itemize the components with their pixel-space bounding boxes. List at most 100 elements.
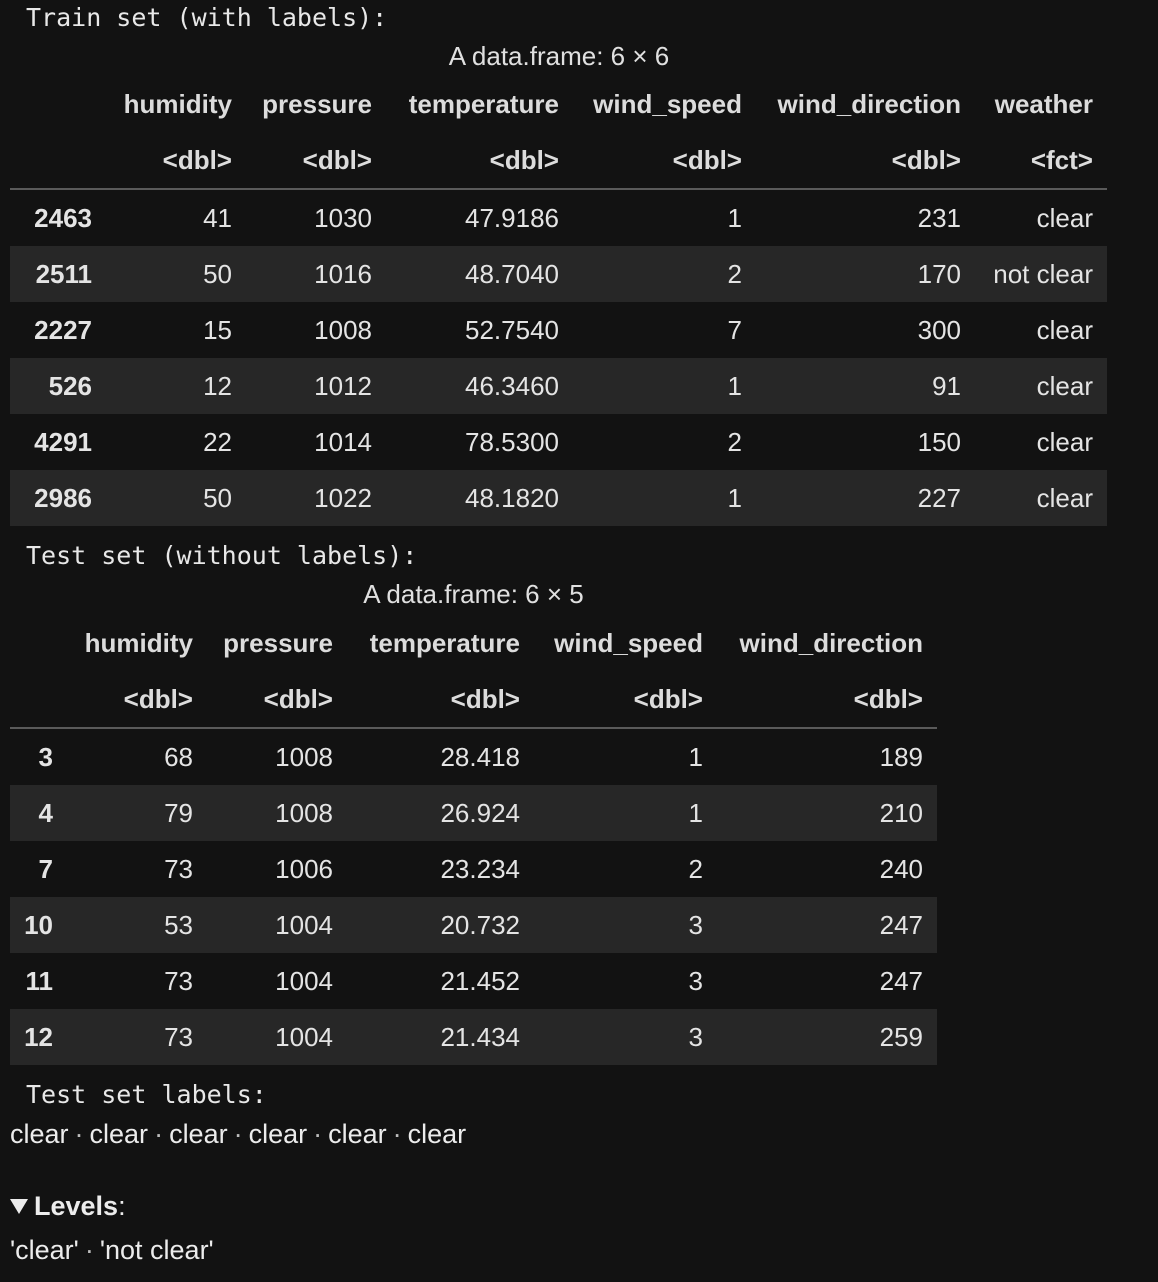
table-cell: 1: [688, 797, 703, 828]
column-type: <dbl>: [450, 683, 520, 714]
column-header: temperature: [369, 627, 520, 658]
table-cell: 73: [164, 965, 193, 996]
list-separator: ·: [154, 1119, 164, 1149]
table-cell: 1014: [314, 426, 372, 457]
table-cell: 15: [203, 314, 232, 345]
table-cell: 1008: [314, 314, 372, 345]
table-row: 2511 50 1016 48.7040 2 170 not clear: [10, 246, 1107, 302]
table-cell: 22: [203, 426, 232, 457]
table-cell: clear: [1036, 370, 1093, 401]
label-value: clear: [328, 1119, 387, 1149]
table-cell: 47.9186: [465, 202, 559, 233]
column-type: <dbl>: [489, 144, 559, 175]
label-value: clear: [169, 1119, 228, 1149]
column-header: wind_speed: [554, 627, 703, 658]
levels-colon: :: [118, 1191, 126, 1221]
list-separator: ·: [313, 1119, 323, 1149]
label-value: clear: [407, 1119, 467, 1149]
column-type: <dbl>: [633, 683, 703, 714]
table-cell: 2: [727, 426, 742, 457]
table-cell: 3: [688, 909, 703, 940]
table-cell: 52.7540: [465, 314, 559, 345]
table-cell: 26.924: [440, 797, 520, 828]
table-row: 7 73 1006 23.234 2 240: [10, 841, 937, 897]
table-cell: 240: [879, 853, 923, 884]
row-index: 526: [48, 370, 92, 401]
label-value: clear: [248, 1119, 308, 1149]
column-type: <dbl>: [891, 144, 961, 175]
table-row: 2986 50 1022 48.1820 1 227 clear: [10, 470, 1107, 526]
table-cell: 1006: [275, 853, 333, 884]
table-cell: 247: [879, 909, 923, 940]
row-index: 7: [38, 853, 53, 884]
table-cell: 21.452: [440, 965, 520, 996]
column-header: pressure: [223, 627, 333, 658]
levels-values: 'clear' ·'not clear': [10, 1234, 214, 1266]
table-cell: not clear: [993, 258, 1093, 289]
table-cell: 1022: [314, 482, 372, 513]
levels-toggle[interactable]: Levels:: [10, 1190, 126, 1222]
column-header: weather: [994, 88, 1093, 119]
table-cell: 189: [879, 741, 923, 772]
row-index: 2227: [34, 314, 92, 345]
table-cell: 1008: [275, 797, 333, 828]
row-index: 2986: [34, 482, 92, 513]
column-header: humidity: [84, 627, 193, 658]
table-cell: clear: [1036, 426, 1093, 457]
label-value: clear: [10, 1119, 69, 1149]
table-cell: 1004: [275, 909, 333, 940]
table-cell: 1: [727, 482, 742, 513]
table-cell: 2: [688, 853, 703, 884]
table-cell: 23.234: [440, 853, 520, 884]
column-header: humidity: [123, 88, 232, 119]
level-value: 'clear': [10, 1235, 79, 1265]
table-cell: clear: [1036, 202, 1093, 233]
table-cell: 20.732: [440, 909, 520, 940]
table-cell: 78.5300: [465, 426, 559, 457]
test-labels-label: Test set labels:: [26, 1080, 267, 1109]
levels-title: Levels: [34, 1191, 119, 1221]
column-type: <dbl>: [123, 683, 193, 714]
table-cell: 1: [727, 202, 742, 233]
column-type: <dbl>: [672, 144, 742, 175]
table-cell: 3: [688, 1021, 703, 1052]
table-cell: 12: [203, 370, 232, 401]
row-index: 3: [38, 741, 53, 772]
column-type: <dbl>: [302, 144, 372, 175]
table-row: 2463 41 1030 47.9186 1 231 clear: [10, 190, 1107, 246]
table-cell: 28.418: [440, 741, 520, 772]
table-row: 526 12 1012 46.3460 1 91 clear: [10, 358, 1107, 414]
table-cell: 1: [688, 741, 703, 772]
row-index: 12: [24, 1021, 53, 1052]
table-cell: 170: [917, 258, 961, 289]
table-cell: 210: [879, 797, 923, 828]
table-cell: 21.434: [440, 1021, 520, 1052]
table-cell: 247: [879, 965, 923, 996]
table-body: 2463 41 1030 47.9186 1 231 clear 2511 50 1016 48.7…: [10, 190, 1107, 526]
table-header-row: humidity pressure temperature wind_speed win…: [10, 76, 1107, 132]
table-cell: 1004: [275, 965, 333, 996]
table-cell: 91: [932, 370, 961, 401]
column-type: <dbl>: [853, 683, 923, 714]
table-cell: 50: [203, 258, 232, 289]
table-cell: 1030: [314, 202, 372, 233]
table-header-row: humidity pressure temperature wind_speed win…: [10, 615, 937, 671]
table-cell: 48.7040: [465, 258, 559, 289]
table-row: 11 73 1004 21.452 3 247: [10, 953, 937, 1009]
table-cell: 227: [917, 482, 961, 513]
column-header: temperature: [408, 88, 559, 119]
level-value: 'not clear': [99, 1235, 214, 1265]
test-dataframe-table: humidity pressure temperature wind_speed win…: [10, 615, 937, 1065]
table-cell: 7: [727, 314, 742, 345]
test-set-label: Test set (without labels):: [26, 541, 418, 570]
row-index: 2463: [34, 202, 92, 233]
label-value: clear: [89, 1119, 149, 1149]
train-dataframe-table: humidity pressure temperature wind_speed win…: [10, 76, 1107, 526]
row-index: 10: [24, 909, 53, 940]
table-cell: 2: [727, 258, 742, 289]
table-cell: 73: [164, 1021, 193, 1052]
row-index: 4291: [34, 426, 92, 457]
list-separator: ·: [233, 1119, 243, 1149]
list-separator: ·: [74, 1119, 84, 1149]
table-cell: 53: [164, 909, 193, 940]
